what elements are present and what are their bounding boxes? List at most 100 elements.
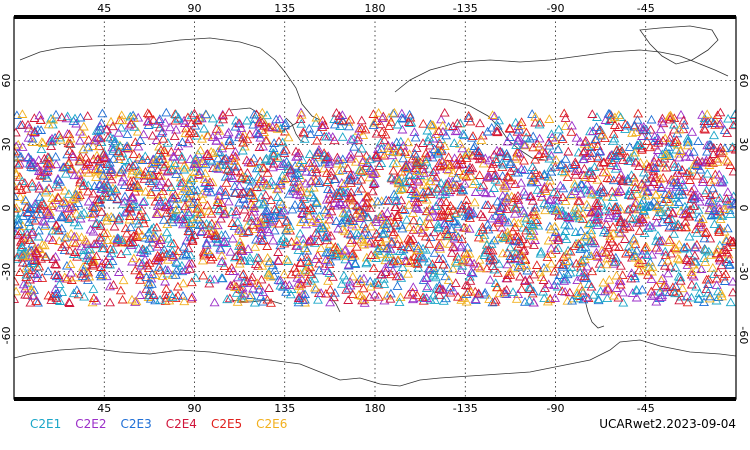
observation-marker — [419, 167, 429, 177]
observation-marker — [705, 233, 716, 243]
observation-marker — [213, 130, 223, 140]
observation-marker — [54, 279, 65, 288]
observation-marker — [407, 234, 418, 243]
observation-marker — [184, 226, 195, 236]
observation-marker — [266, 298, 276, 307]
observation-marker — [311, 112, 322, 122]
observation-marker — [85, 209, 96, 218]
observation-marker — [23, 119, 33, 129]
observation-marker — [631, 292, 642, 302]
observation-marker — [657, 113, 668, 123]
observation-marker — [17, 142, 28, 151]
observation-marker — [413, 224, 423, 233]
observation-marker — [227, 218, 238, 227]
observation-marker — [121, 228, 132, 238]
observation-marker — [570, 157, 581, 167]
observation-marker — [339, 245, 350, 255]
observation-marker — [534, 170, 545, 180]
observation-marker — [83, 186, 94, 196]
observation-marker — [34, 183, 45, 193]
observation-marker — [57, 287, 68, 297]
observation-marker — [229, 161, 240, 171]
observation-marker — [310, 254, 321, 263]
observation-marker — [667, 282, 678, 292]
observation-marker — [418, 275, 429, 284]
observation-marker — [173, 146, 184, 156]
observation-marker — [44, 159, 54, 169]
observation-marker — [474, 254, 485, 264]
observation-marker — [127, 294, 137, 304]
observation-marker — [610, 256, 621, 266]
observation-marker — [258, 176, 269, 186]
observation-marker — [144, 233, 155, 243]
observation-marker — [553, 144, 564, 153]
observation-marker — [247, 176, 258, 186]
observation-marker — [193, 202, 204, 212]
observation-marker — [78, 144, 89, 154]
observation-marker — [627, 128, 638, 137]
observation-marker — [288, 185, 299, 195]
observation-marker — [387, 150, 398, 160]
observation-marker — [484, 294, 495, 303]
observation-marker — [249, 297, 260, 307]
observation-marker — [526, 169, 537, 179]
observation-marker — [161, 107, 172, 117]
observation-marker — [306, 167, 317, 176]
observation-marker — [383, 142, 394, 152]
observation-marker — [239, 129, 250, 139]
observation-marker — [669, 242, 680, 251]
observation-marker — [249, 203, 260, 212]
observation-marker — [135, 290, 145, 299]
observation-marker — [475, 209, 486, 219]
observation-marker — [353, 147, 364, 157]
observation-marker — [321, 168, 332, 177]
observation-marker — [130, 159, 140, 169]
observation-marker — [138, 197, 149, 207]
observation-marker — [669, 124, 680, 134]
observation-marker — [294, 280, 304, 290]
observation-marker — [259, 127, 270, 136]
observation-marker — [328, 292, 339, 302]
observation-marker — [36, 144, 47, 154]
observation-marker — [78, 181, 89, 190]
observation-marker — [502, 259, 513, 269]
observation-marker — [76, 232, 87, 242]
observation-marker — [313, 236, 324, 245]
observation-marker — [542, 296, 553, 306]
observation-marker — [551, 154, 562, 164]
observation-marker — [51, 271, 62, 281]
observation-marker — [62, 231, 73, 241]
observation-marker — [570, 227, 581, 236]
observation-marker — [667, 137, 678, 147]
observation-marker — [456, 240, 467, 250]
observation-marker — [361, 150, 372, 160]
observation-marker — [244, 252, 255, 262]
observation-marker — [486, 213, 497, 223]
observation-marker — [180, 265, 191, 275]
observation-marker — [78, 121, 89, 131]
observation-marker — [555, 160, 566, 170]
observation-marker — [128, 113, 139, 123]
observation-marker — [674, 254, 685, 264]
observation-marker — [393, 185, 404, 195]
observation-marker — [209, 297, 220, 307]
observation-marker — [301, 277, 312, 287]
observation-marker — [398, 140, 409, 150]
observation-marker — [90, 202, 101, 211]
observation-marker — [281, 254, 292, 264]
observation-marker — [470, 294, 481, 303]
observation-marker — [686, 269, 697, 279]
observation-marker — [64, 214, 75, 223]
observation-marker — [453, 254, 464, 263]
observation-marker — [352, 135, 363, 145]
legend-item-c2e4: C2E4 — [165, 417, 197, 431]
observation-marker — [390, 191, 401, 201]
observation-marker — [317, 122, 328, 131]
observation-marker — [413, 176, 424, 186]
observation-marker — [181, 235, 192, 245]
observation-marker — [707, 183, 718, 193]
observation-marker — [701, 157, 711, 167]
observation-marker — [338, 116, 349, 126]
observation-marker — [503, 217, 514, 227]
observation-marker — [25, 274, 35, 284]
